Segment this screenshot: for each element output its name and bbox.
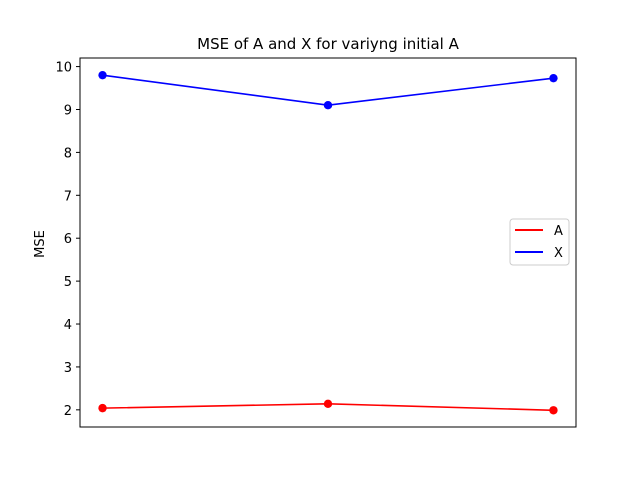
chart-title: MSE of A and X for variyng initial A [197, 35, 459, 53]
y-axis-ticks: 2 3 4 5 6 7 8 9 10 [55, 61, 80, 419]
data-point-x [549, 73, 558, 83]
y-tick-label: 9 [64, 103, 72, 118]
y-tick-label: 7 [64, 189, 72, 204]
y-tick-label: 4 [64, 318, 72, 333]
y-tick-label: 10 [55, 61, 72, 76]
legend-label-x: X [554, 246, 563, 261]
plot-area-frame [79, 57, 577, 428]
data-point-a [323, 399, 333, 409]
data-point-a [98, 403, 107, 413]
y-tick-label: 5 [64, 275, 72, 290]
y-tick-label: 6 [64, 232, 72, 247]
y-tick-label: 8 [64, 146, 72, 161]
data-point-a [549, 406, 558, 415]
data-point-x [323, 100, 333, 110]
y-tick-label: 3 [64, 361, 72, 376]
plot-series [98, 70, 558, 415]
legend: A X [509, 218, 570, 266]
y-tick-label: 2 [64, 404, 72, 419]
legend-label-a: A [554, 224, 563, 239]
data-point-x [98, 70, 107, 80]
y-axis-label: MSE [33, 230, 48, 258]
